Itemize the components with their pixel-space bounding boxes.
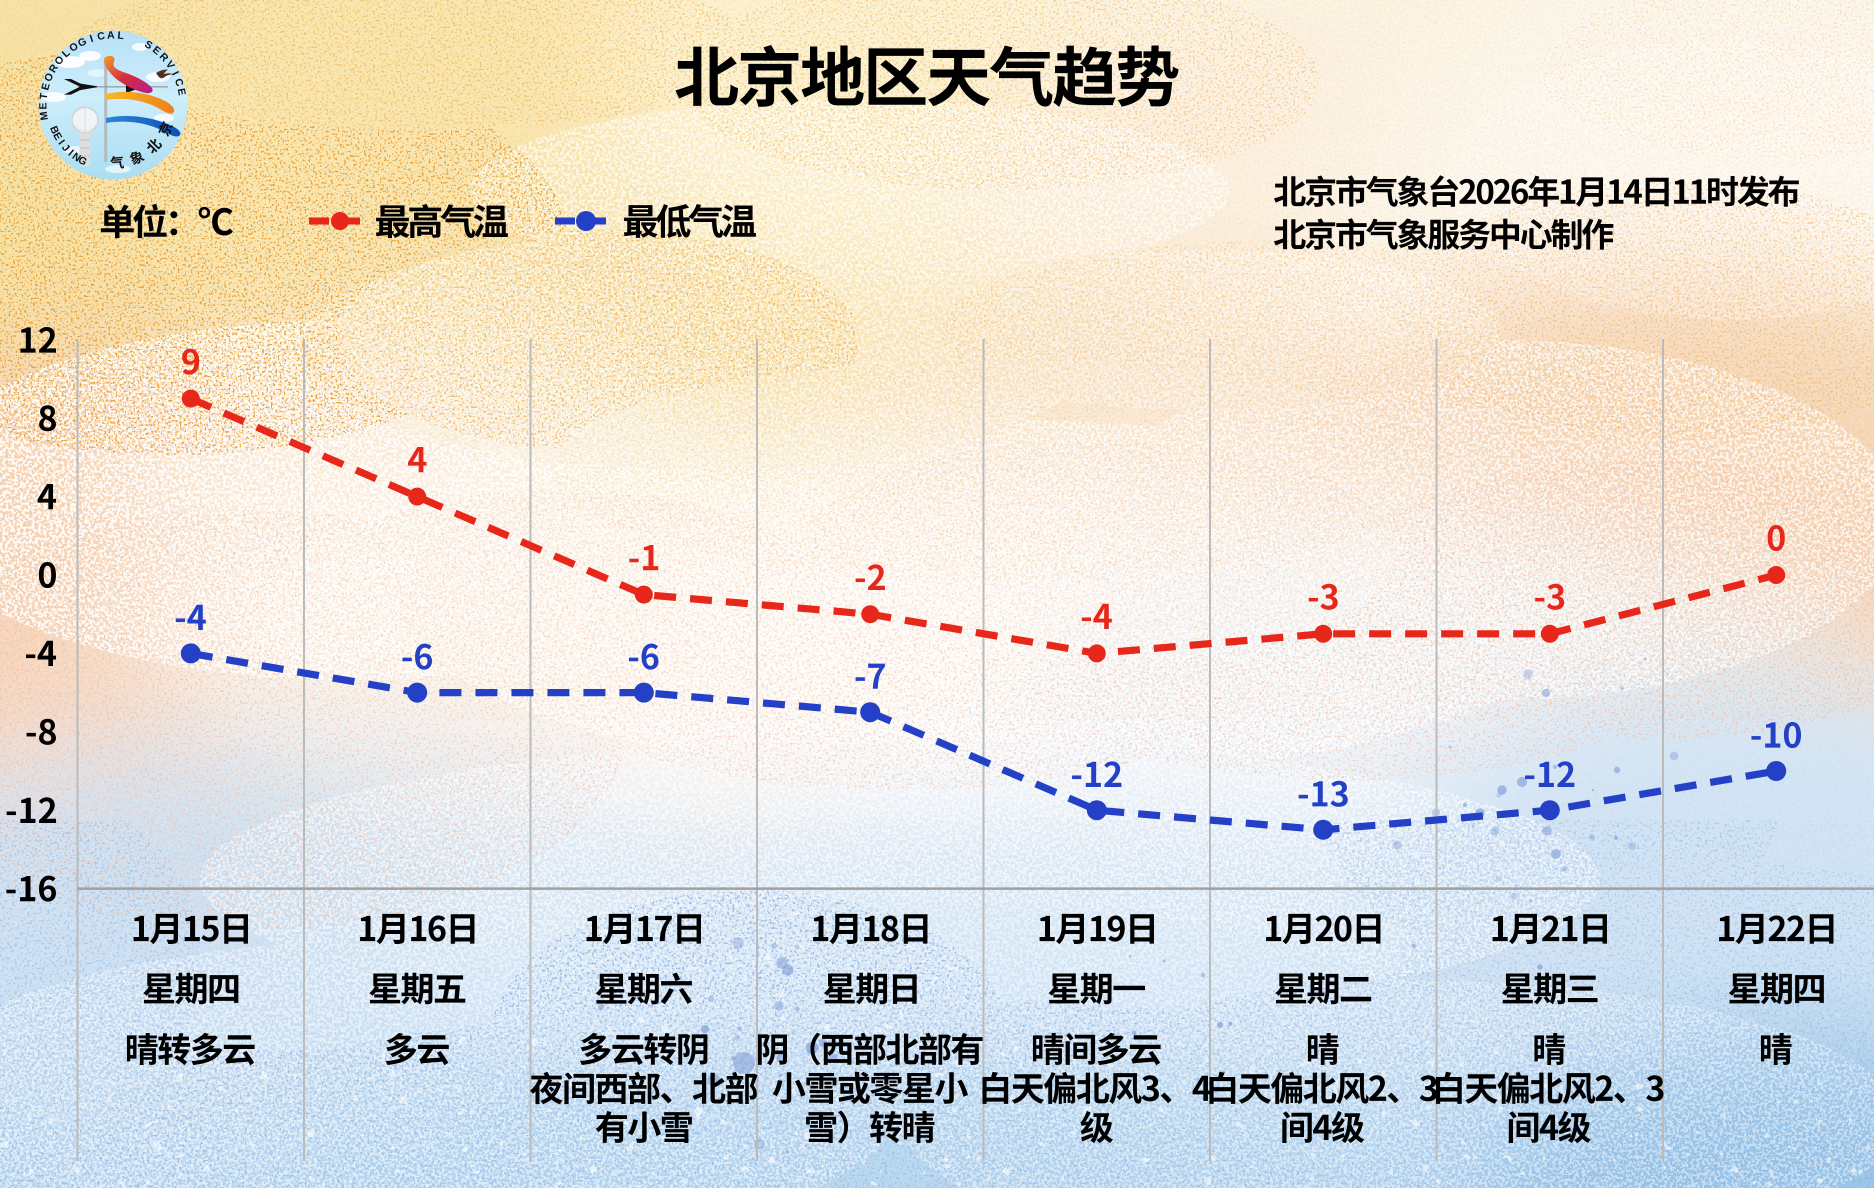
svg-text:M: M xyxy=(38,110,51,121)
svg-text:I: I xyxy=(169,69,181,77)
svg-text:A: A xyxy=(107,29,115,41)
svg-text:I: I xyxy=(55,138,66,147)
svg-text:E: E xyxy=(39,82,52,92)
svg-text:L: L xyxy=(117,30,125,43)
svg-text:T: T xyxy=(38,92,51,100)
svg-text:C: C xyxy=(172,77,186,88)
svg-text:I: I xyxy=(88,33,95,45)
svg-text:E: E xyxy=(37,102,49,109)
svg-text:I: I xyxy=(66,148,76,159)
svg-text:E: E xyxy=(175,87,188,96)
svg-text:C: C xyxy=(96,30,106,43)
